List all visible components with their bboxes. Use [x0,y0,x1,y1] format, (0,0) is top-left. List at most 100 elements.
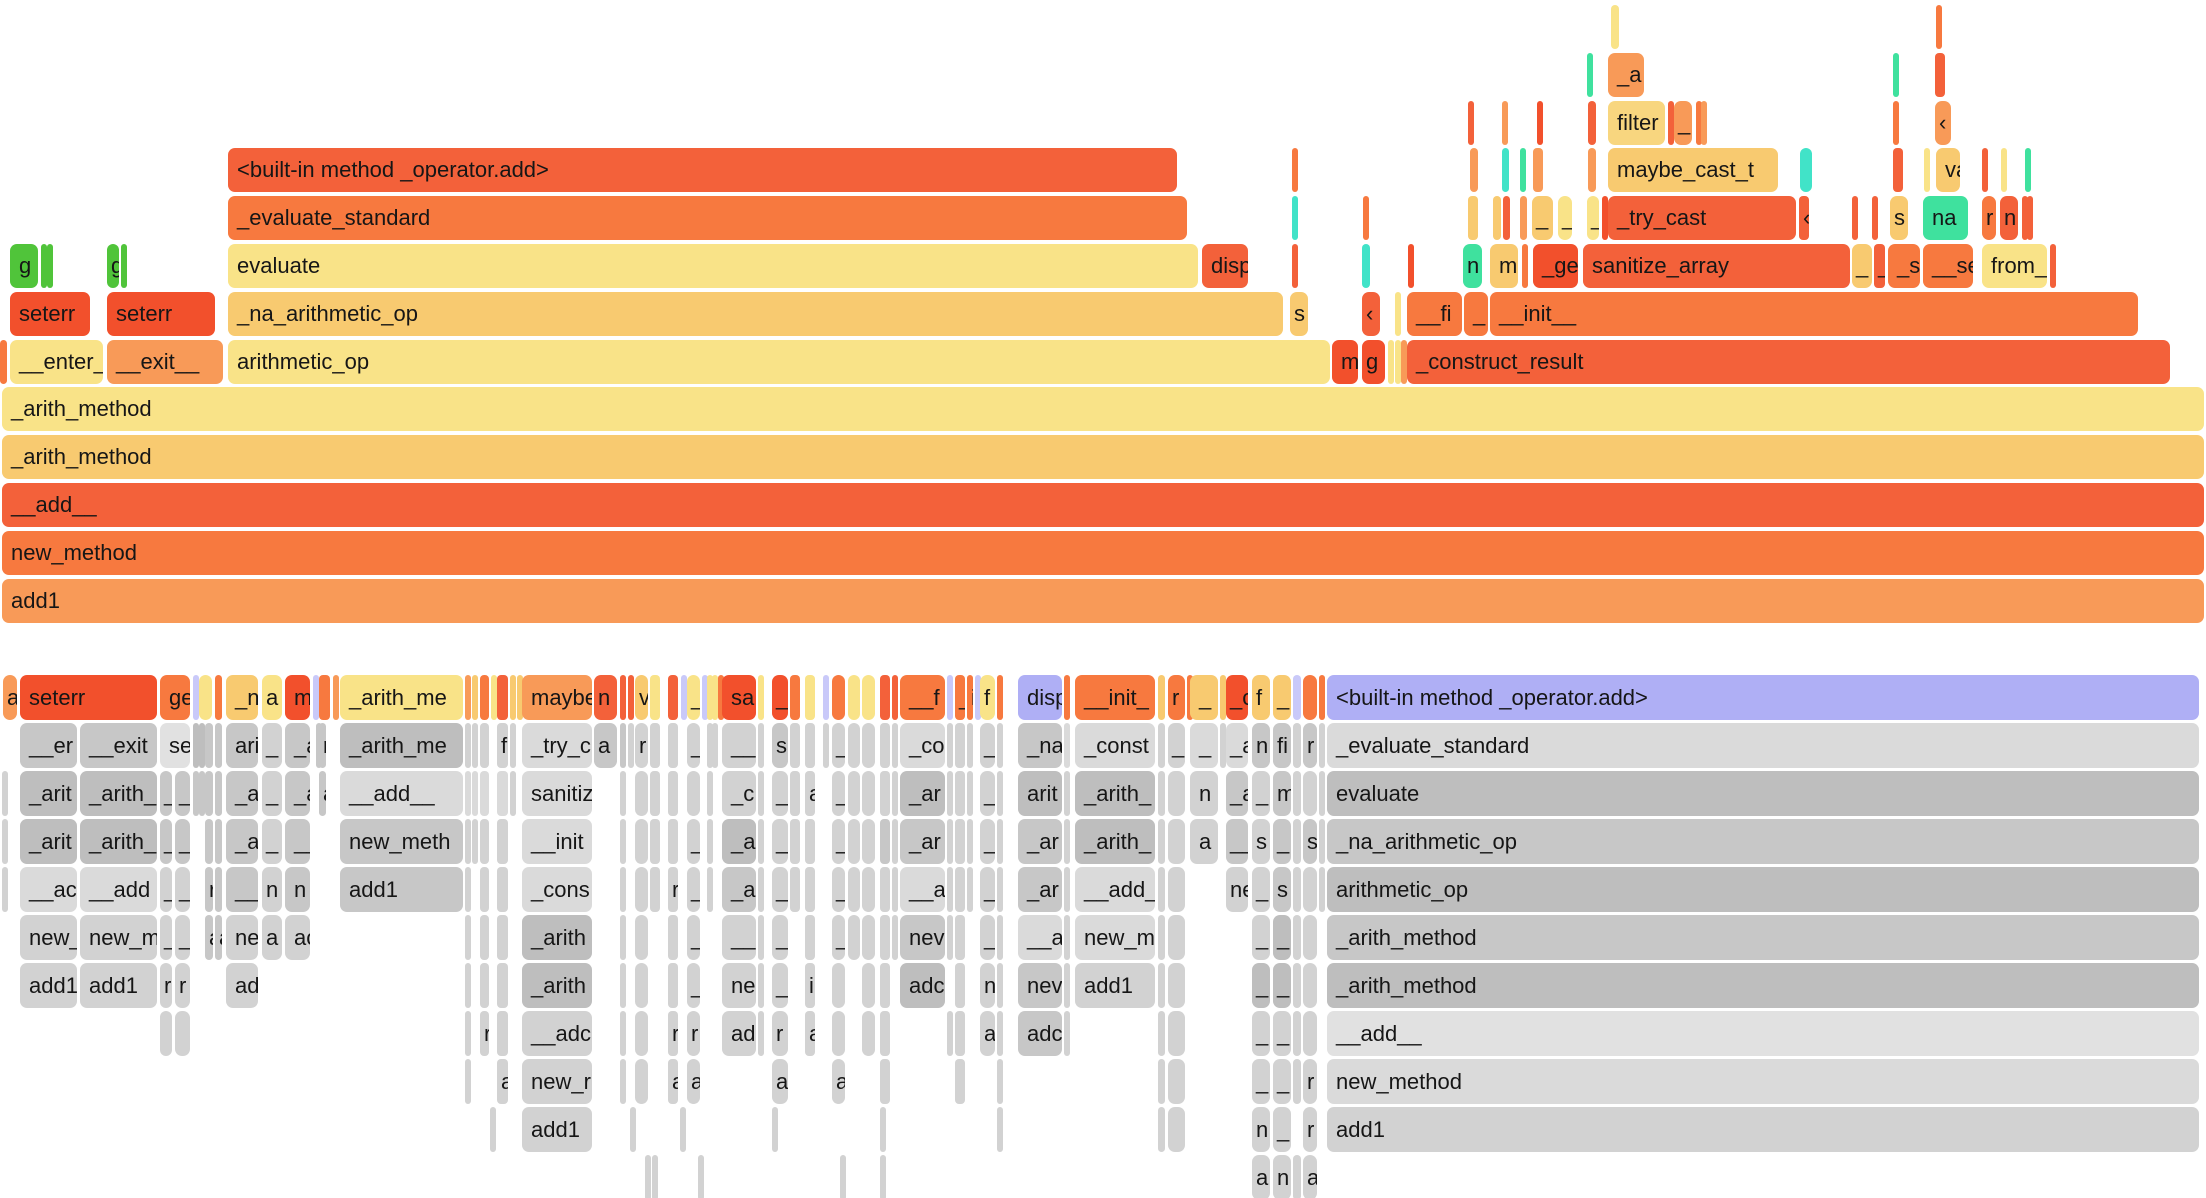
flame-frame-_arith_method[interactable]: _arith_method [1327,963,2199,1008]
flame-frame-evaluate[interactable]: evaluate [228,244,1198,288]
flame-frame-sliver[interactable] [465,915,471,960]
flame-frame-sliver[interactable] [947,1011,953,1056]
flame-frame-sliver[interactable] [1701,101,1707,145]
flame-frame-sliver[interactable] [668,675,678,720]
flame-frame-sliver[interactable] [880,675,890,720]
flame-frame-_a[interactable]: _a [226,771,258,816]
flame-frame-sliver[interactable] [758,819,764,864]
flame-frame-new_r[interactable]: new_r [522,1059,592,1104]
flame-frame-sliver[interactable] [1668,101,1674,145]
flame-frame-sliver[interactable] [480,915,489,960]
flame-frame-sliver[interactable] [480,867,489,912]
flame-frame-sliver[interactable] [510,675,516,720]
flame-frame-_[interactable]: _ [687,819,700,864]
flame-frame-a[interactable]: a [668,1059,678,1104]
flame-frame-sliver[interactable] [1533,148,1543,192]
flame-frame-sliver[interactable] [1293,819,1301,864]
flame-frame-new_m[interactable]: new_m [1075,915,1155,960]
flame-frame-sliver[interactable] [199,723,205,768]
flame-frame-__exit[interactable]: __exit [80,723,157,768]
flame-frame-f[interactable]: f [497,723,508,768]
flame-frame-sliver[interactable] [1800,148,1812,192]
flame-frame-__enter__[interactable]: __enter__ [10,340,103,384]
flame-frame-sliver[interactable] [1168,1107,1185,1152]
flame-frame-sliver[interactable] [955,1059,965,1104]
flame-frame-sliver[interactable] [758,771,764,816]
flame-frame-sliver[interactable] [215,675,222,720]
flame-frame-sliver[interactable] [620,867,626,912]
flame-frame-sliver[interactable] [947,819,953,864]
flame-frame-disp[interactable]: disp [1202,244,1248,288]
flame-frame-sliver[interactable] [947,867,953,912]
flame-frame-sliver[interactable] [517,675,523,720]
flame-frame-a[interactable]: a [1303,1155,1317,1198]
flame-frame-sliver[interactable] [1395,292,1401,336]
flame-frame-sliver[interactable] [712,723,718,768]
flame-frame-_arit[interactable]: _arit [20,819,77,864]
flame-frame-sliver[interactable] [1293,1059,1301,1104]
flame-frame-se[interactable]: se [160,723,190,768]
flame-frame-__exit__[interactable]: __exit__ [107,340,223,384]
flame-frame-sliver[interactable] [1158,675,1165,720]
flame-frame-sliver[interactable] [997,819,1003,864]
flame-frame-sliver[interactable] [215,819,222,864]
flame-frame-__a[interactable]: __a [900,867,945,912]
flame-frame-sliver[interactable] [2001,148,2007,192]
flame-frame-sliver[interactable] [707,771,713,816]
flame-frame-_arith[interactable]: _arith [522,963,592,1008]
flame-frame-arithmetic_op[interactable]: arithmetic_op [1327,867,2199,912]
flame-frame-sliver[interactable] [1303,771,1317,816]
flame-frame-sliver[interactable] [1292,148,1298,192]
flame-frame-g[interactable]: g [1362,340,1385,384]
flame-frame-sliver[interactable] [1319,867,1325,912]
flame-frame-sliver[interactable] [997,771,1003,816]
flame-frame-sliver[interactable] [472,771,478,816]
flame-frame-ad[interactable]: ad [722,1011,756,1056]
flame-frame-sliver[interactable] [1388,340,1394,384]
flame-frame-_[interactable]: _ [160,867,172,912]
flame-frame-sliver[interactable] [997,723,1003,768]
flame-frame-sliver[interactable] [1293,1011,1301,1056]
flame-frame-_arith_method[interactable]: _arith_method [1327,915,2199,960]
flame-frame-sliver[interactable] [707,723,713,768]
flame-frame-sliver[interactable] [480,819,489,864]
flame-frame-r[interactable]: r [205,867,213,912]
flame-frame-sliver[interactable] [1158,963,1165,1008]
flame-frame-sliver[interactable] [465,963,471,1008]
flame-frame-sliver[interactable] [955,867,965,912]
flame-frame-sliver[interactable] [1470,148,1478,192]
flame-frame-sliver[interactable] [1292,244,1298,288]
flame-frame-_[interactable]: _ [1273,915,1291,960]
flame-frame-from_[interactable]: from_ [1982,244,2047,288]
flame-frame-sliver[interactable] [497,1011,508,1056]
flame-frame-sliver[interactable] [947,771,953,816]
flame-frame-sliver[interactable] [199,771,205,816]
flame-frame-sliver[interactable] [892,771,898,816]
flame-frame-sliver[interactable] [635,915,648,960]
flame-frame-a[interactable]: a [594,723,617,768]
flame-frame-add1[interactable]: add1 [20,963,77,1008]
flame-frame-sliver[interactable] [215,723,222,768]
flame-frame-sliver[interactable] [967,867,973,912]
flame-frame-sliver[interactable] [1395,340,1401,384]
flame-frame-sliver[interactable] [1303,963,1317,1008]
flame-frame-_[interactable]: _ [832,915,845,960]
flame-frame-sliver[interactable] [510,771,516,816]
flame-frame-_arith_me[interactable]: _arith_me [340,675,463,720]
flame-frame-maybe[interactable]: maybe [522,675,592,720]
flame-frame-sliver[interactable] [160,1011,172,1056]
flame-frame-sliver[interactable] [1696,101,1702,145]
flame-frame-sliver[interactable] [1303,1011,1317,1056]
flame-frame-sliver[interactable] [790,771,800,816]
flame-frame-_[interactable]: _ [1852,244,1872,288]
flame-frame-ne[interactable]: ne [226,915,258,960]
flame-frame-sliver[interactable] [880,723,890,768]
flame-frame-_arith_[interactable]: _arith_ [80,771,157,816]
flame-frame-sliver[interactable] [628,723,634,768]
flame-frame-sliver[interactable] [47,244,53,288]
flame-frame-sliver[interactable] [947,723,953,768]
flame-frame-_[interactable]: _ [980,723,995,768]
flame-frame-sliver[interactable] [497,867,508,912]
flame-frame-sliver[interactable] [758,915,764,960]
flame-frame-sliver[interactable] [215,867,222,912]
